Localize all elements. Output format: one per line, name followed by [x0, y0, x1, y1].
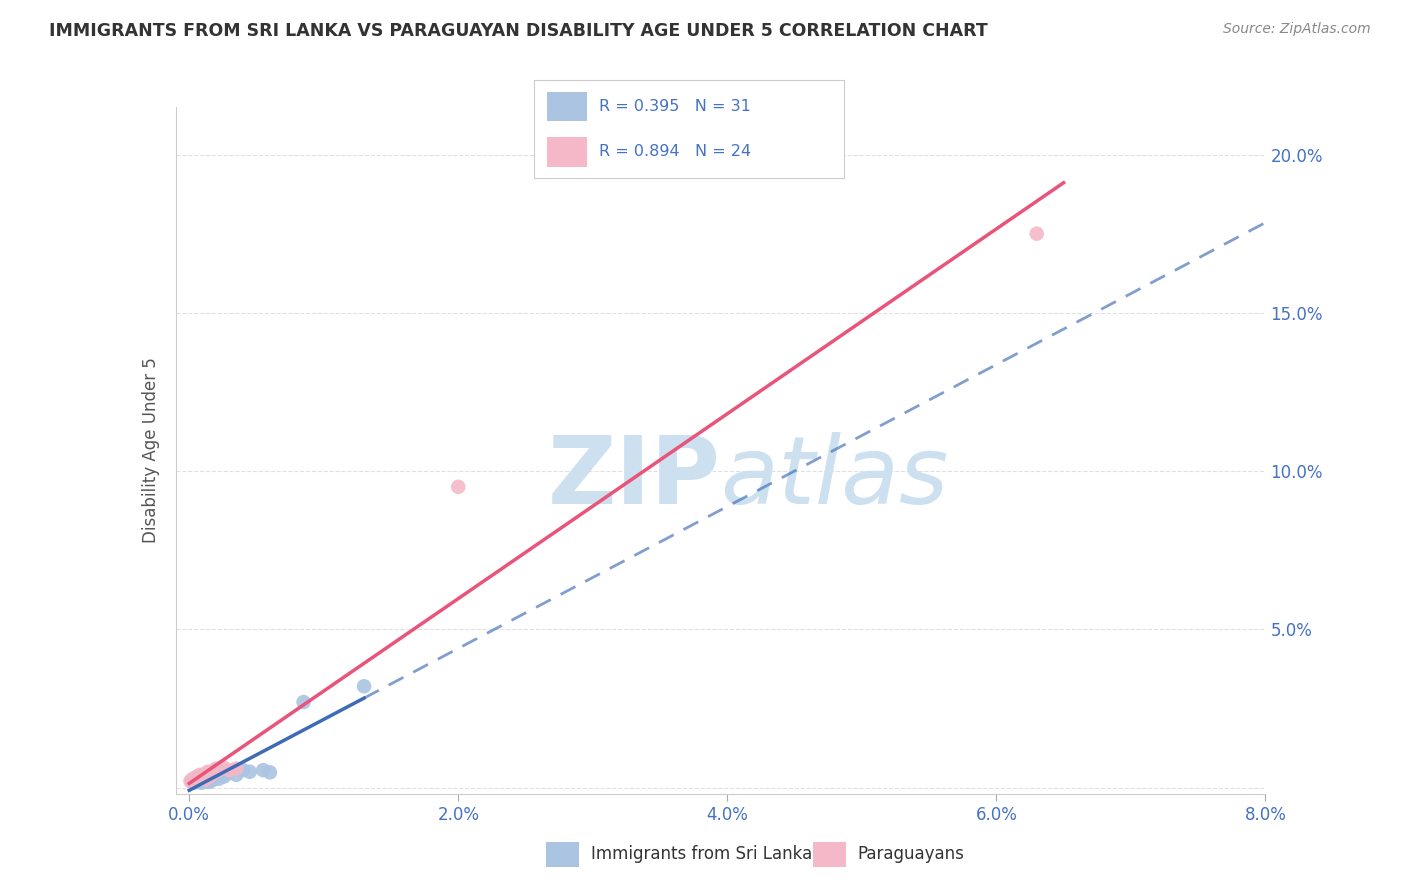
- Point: [232, 763, 254, 777]
- Point: [225, 762, 247, 776]
- Point: [183, 772, 205, 787]
- Point: [202, 772, 225, 787]
- Point: [201, 772, 224, 786]
- Point: [181, 774, 204, 789]
- Text: Immigrants from Sri Lanka: Immigrants from Sri Lanka: [591, 845, 811, 863]
- Point: [218, 764, 240, 779]
- Point: [205, 769, 228, 783]
- Point: [259, 765, 281, 780]
- Text: Paraguayans: Paraguayans: [858, 845, 965, 863]
- Bar: [813, 842, 846, 867]
- Point: [211, 760, 233, 774]
- Point: [190, 776, 212, 790]
- Point: [197, 771, 219, 785]
- Point: [447, 480, 470, 494]
- Point: [239, 764, 262, 779]
- Point: [218, 763, 240, 777]
- Point: [180, 774, 202, 789]
- Point: [211, 768, 233, 782]
- Point: [184, 774, 207, 789]
- Text: atlas: atlas: [721, 433, 949, 524]
- Point: [200, 768, 222, 782]
- Point: [195, 772, 218, 787]
- Point: [204, 771, 226, 785]
- Point: [187, 773, 209, 788]
- Point: [1025, 227, 1047, 241]
- Point: [184, 772, 207, 787]
- Point: [186, 775, 208, 789]
- Text: ZIP: ZIP: [548, 432, 721, 524]
- Point: [353, 679, 375, 693]
- Point: [197, 764, 219, 779]
- Text: Source: ZipAtlas.com: Source: ZipAtlas.com: [1223, 22, 1371, 37]
- Point: [195, 766, 218, 780]
- Point: [215, 766, 238, 780]
- Point: [180, 772, 202, 787]
- Point: [194, 774, 217, 789]
- Point: [181, 776, 204, 790]
- Text: R = 0.395   N = 31: R = 0.395 N = 31: [599, 99, 751, 114]
- Point: [193, 769, 215, 783]
- Point: [194, 772, 217, 787]
- Point: [193, 771, 215, 785]
- Point: [188, 772, 211, 787]
- Point: [180, 774, 202, 789]
- Point: [190, 769, 212, 783]
- Point: [208, 772, 231, 786]
- Point: [292, 695, 315, 709]
- Point: [225, 768, 247, 782]
- Bar: [547, 92, 586, 121]
- Point: [187, 771, 209, 785]
- Point: [205, 762, 228, 776]
- Point: [200, 773, 222, 788]
- Point: [188, 768, 211, 782]
- Point: [186, 769, 208, 783]
- Point: [198, 769, 221, 783]
- Bar: [546, 842, 579, 867]
- Point: [191, 771, 214, 785]
- Text: IMMIGRANTS FROM SRI LANKA VS PARAGUAYAN DISABILITY AGE UNDER 5 CORRELATION CHART: IMMIGRANTS FROM SRI LANKA VS PARAGUAYAN …: [49, 22, 988, 40]
- Point: [252, 763, 274, 777]
- Y-axis label: Disability Age Under 5: Disability Age Under 5: [142, 358, 160, 543]
- Text: R = 0.894   N = 24: R = 0.894 N = 24: [599, 145, 751, 160]
- Point: [198, 775, 221, 789]
- Point: [202, 764, 225, 779]
- Point: [208, 763, 231, 777]
- Point: [183, 771, 205, 785]
- Bar: [547, 137, 586, 167]
- Point: [212, 769, 235, 783]
- Point: [191, 768, 214, 782]
